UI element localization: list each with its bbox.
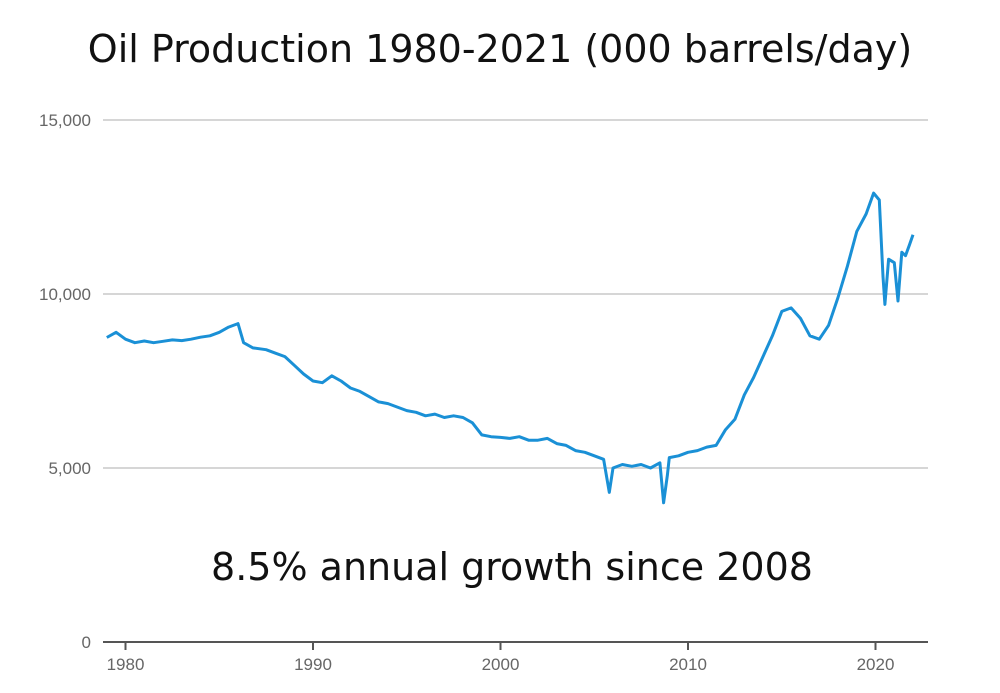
series-line-0 bbox=[106, 191, 915, 505]
growth-annotation: 8.5% annual growth since 2008 bbox=[211, 545, 813, 589]
y-tick-label-2: 10,000 bbox=[39, 285, 91, 304]
chart-title: Oil Production 1980-2021 (000 barrels/da… bbox=[88, 27, 912, 71]
y-tick-label-3: 15,000 bbox=[39, 111, 91, 130]
x-axis-ticks: 1980 1990 2000 2010 2020 bbox=[107, 642, 895, 674]
x-tick-label-1: 1990 bbox=[294, 655, 332, 674]
x-tick-label-3: 2010 bbox=[669, 655, 707, 674]
x-tick-label-2: 2000 bbox=[482, 655, 520, 674]
y-tick-label-1: 5,000 bbox=[48, 459, 91, 478]
gridlines bbox=[103, 119, 928, 469]
y-axis-ticks: 0 5,000 10,000 15,000 bbox=[39, 111, 91, 652]
x-tick-label-0: 1980 bbox=[107, 655, 145, 674]
y-tick-label-0: 0 bbox=[82, 633, 91, 652]
series-layer bbox=[106, 191, 915, 505]
x-tick-label-4: 2020 bbox=[857, 655, 895, 674]
